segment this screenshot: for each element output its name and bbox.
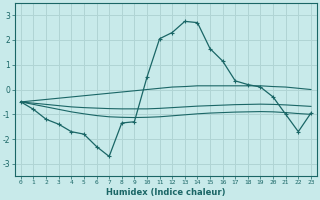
- X-axis label: Humidex (Indice chaleur): Humidex (Indice chaleur): [106, 188, 226, 197]
